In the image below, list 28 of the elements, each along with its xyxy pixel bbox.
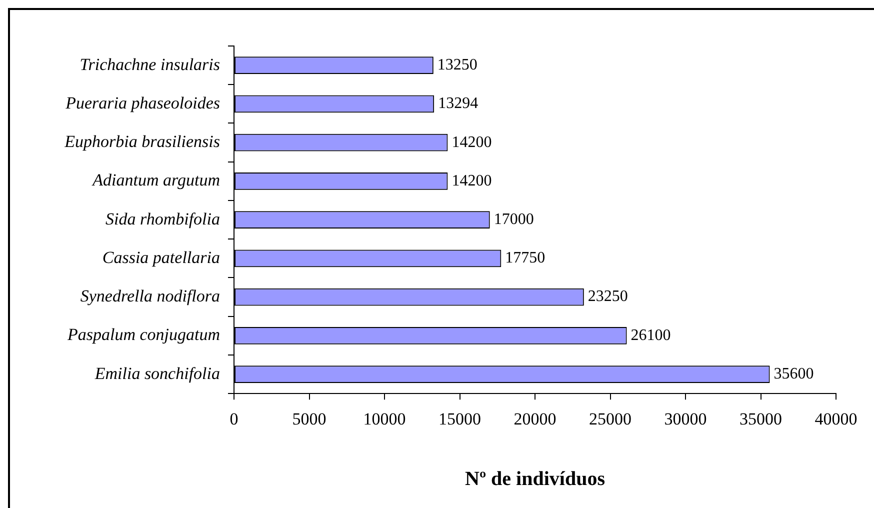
- y-tick-label: Trichachne insularis: [80, 54, 220, 74]
- x-tick-label: 25000: [589, 409, 632, 428]
- x-tick-label: 5000: [292, 409, 326, 428]
- y-tick-label: Sida rhombifolia: [106, 209, 220, 228]
- x-tick-label: 35000: [740, 409, 782, 428]
- y-tick-label: Emilia sonchifolia: [94, 364, 220, 383]
- data-label: 17750: [505, 250, 546, 267]
- x-axis-title: Nº de indivíduos: [465, 468, 606, 490]
- y-tick-label: Pueraria phaseoloides: [64, 93, 220, 112]
- x-tick-label: 15000: [438, 409, 481, 428]
- data-label: 14200: [452, 172, 492, 190]
- y-tick-label: Cassia patellaria: [102, 248, 220, 267]
- data-label: 35600: [774, 365, 814, 382]
- data-label: 14200: [452, 134, 492, 151]
- data-label: 13294: [438, 95, 478, 112]
- x-tick-label: 10000: [363, 409, 406, 428]
- x-tick-label: 0: [230, 409, 238, 428]
- data-label: 23250: [588, 288, 628, 306]
- x-tick-label: 40000: [814, 409, 858, 428]
- y-tick-label: Paspalum conjugatum: [66, 325, 220, 344]
- data-label: 26100: [630, 326, 671, 344]
- data-label: 17000: [494, 211, 534, 228]
- y-tick-label: Adiantum argutum: [92, 170, 220, 190]
- y-tick-label: Euphorbia brasiliensis: [64, 132, 220, 152]
- x-tick-label: 20000: [514, 409, 556, 428]
- y-tick-label: Synedrella nodiflora: [80, 286, 220, 306]
- x-tick-label: 30000: [664, 409, 707, 428]
- data-label: 13250: [437, 56, 478, 74]
